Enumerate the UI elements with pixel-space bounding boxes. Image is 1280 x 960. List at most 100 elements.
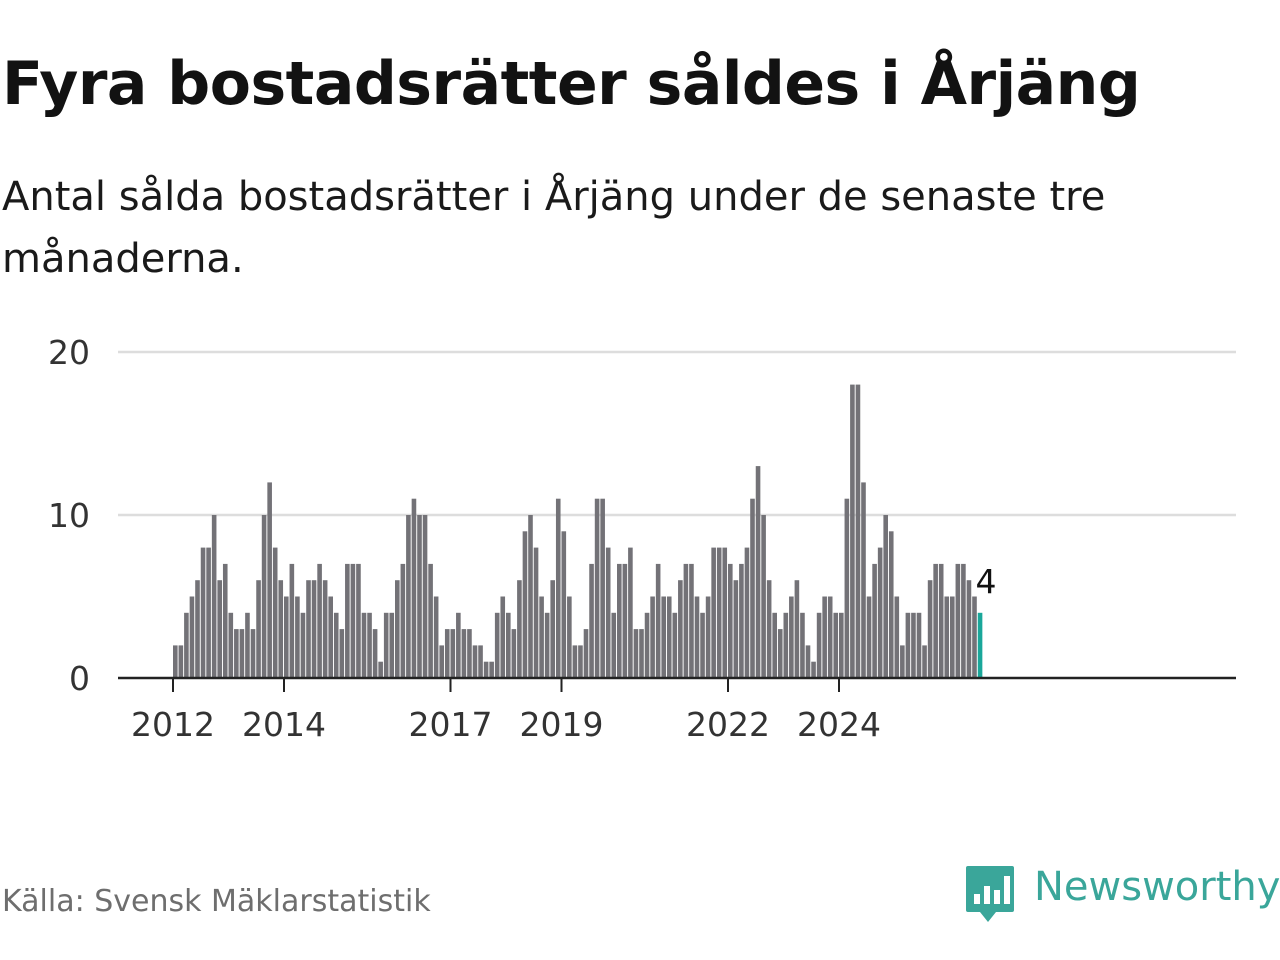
bar — [661, 596, 666, 678]
bar — [211, 515, 217, 678]
bar — [711, 547, 716, 678]
bar — [794, 580, 800, 678]
x-tick-label: 2022 — [686, 705, 770, 744]
bar — [922, 645, 927, 678]
y-tick-label: 20 — [48, 333, 90, 372]
bar — [567, 596, 572, 678]
x-tick-label: 2024 — [797, 705, 881, 744]
bar — [911, 612, 916, 678]
bar — [644, 612, 650, 678]
x-tick-label: 2019 — [520, 705, 604, 744]
bar — [328, 596, 333, 678]
bar — [306, 580, 311, 678]
bar — [450, 629, 456, 678]
bar — [733, 580, 739, 678]
bar — [772, 612, 777, 678]
bar — [461, 629, 467, 678]
bar — [256, 580, 261, 678]
bar — [872, 563, 877, 678]
bar — [617, 563, 622, 678]
bar — [639, 629, 644, 678]
bar — [428, 563, 433, 678]
bar — [933, 563, 938, 678]
bar — [944, 596, 950, 678]
bar — [367, 612, 372, 678]
bar — [295, 596, 300, 678]
bar — [333, 612, 339, 678]
bar — [728, 563, 733, 678]
bar — [900, 645, 905, 678]
bar — [877, 547, 883, 678]
gridlines — [118, 350, 1236, 517]
bar — [583, 629, 589, 678]
bar — [517, 580, 522, 678]
bar — [783, 612, 789, 678]
bar — [955, 563, 961, 678]
bar — [272, 547, 278, 678]
bar — [206, 547, 211, 678]
bar — [628, 547, 633, 678]
bar — [578, 645, 583, 678]
bar — [722, 547, 728, 678]
bar — [267, 482, 272, 678]
bar — [400, 563, 406, 678]
bar — [966, 580, 972, 678]
bar — [195, 580, 200, 678]
bar — [927, 580, 933, 678]
bar — [178, 645, 184, 678]
bar — [356, 563, 361, 678]
bar — [811, 661, 816, 678]
bar — [689, 563, 694, 678]
bar — [528, 515, 533, 678]
bar — [744, 547, 750, 678]
bar — [173, 645, 178, 678]
bar — [311, 580, 317, 678]
bar — [417, 515, 422, 678]
bar — [883, 515, 888, 678]
bar — [633, 629, 639, 678]
bar-series — [173, 384, 983, 678]
bar — [589, 563, 594, 678]
bar — [422, 515, 428, 678]
latest-value-label: 4 — [976, 562, 997, 601]
bar — [222, 563, 228, 678]
bar — [472, 645, 478, 678]
bar — [456, 612, 461, 678]
bar — [683, 563, 689, 678]
bar — [234, 629, 239, 678]
bar — [345, 563, 350, 678]
chart-title: Fyra bostadsrätter såldes i Årjäng — [2, 49, 1141, 119]
bar — [961, 563, 966, 678]
x-tick-label: 2012 — [131, 705, 215, 744]
bar — [622, 563, 628, 678]
bar — [433, 596, 439, 678]
bar — [972, 596, 977, 678]
bar — [739, 563, 744, 678]
bar — [217, 580, 222, 678]
bar — [200, 547, 206, 678]
bar — [250, 629, 256, 678]
bar — [378, 661, 383, 678]
bar — [866, 596, 872, 678]
tick-labels: 0 10 20 2012 2014 2017 2019 2022 2024 4 — [48, 333, 1000, 744]
bar — [361, 612, 367, 678]
bar — [600, 498, 605, 678]
bar — [850, 384, 855, 678]
bar — [789, 596, 794, 678]
bar — [844, 498, 850, 678]
bar — [289, 563, 295, 678]
bar — [800, 612, 805, 678]
bar — [339, 629, 345, 678]
bar — [700, 612, 705, 678]
bar — [189, 596, 195, 678]
bar — [406, 515, 411, 678]
bar — [833, 612, 839, 678]
bar — [839, 612, 844, 678]
bar — [467, 629, 472, 678]
bar — [555, 498, 561, 678]
bar — [506, 612, 511, 678]
source-note: Källa: Svensk Mäklarstatistik — [2, 884, 431, 919]
bar — [483, 661, 489, 678]
bar — [494, 612, 500, 678]
bar — [655, 563, 661, 678]
